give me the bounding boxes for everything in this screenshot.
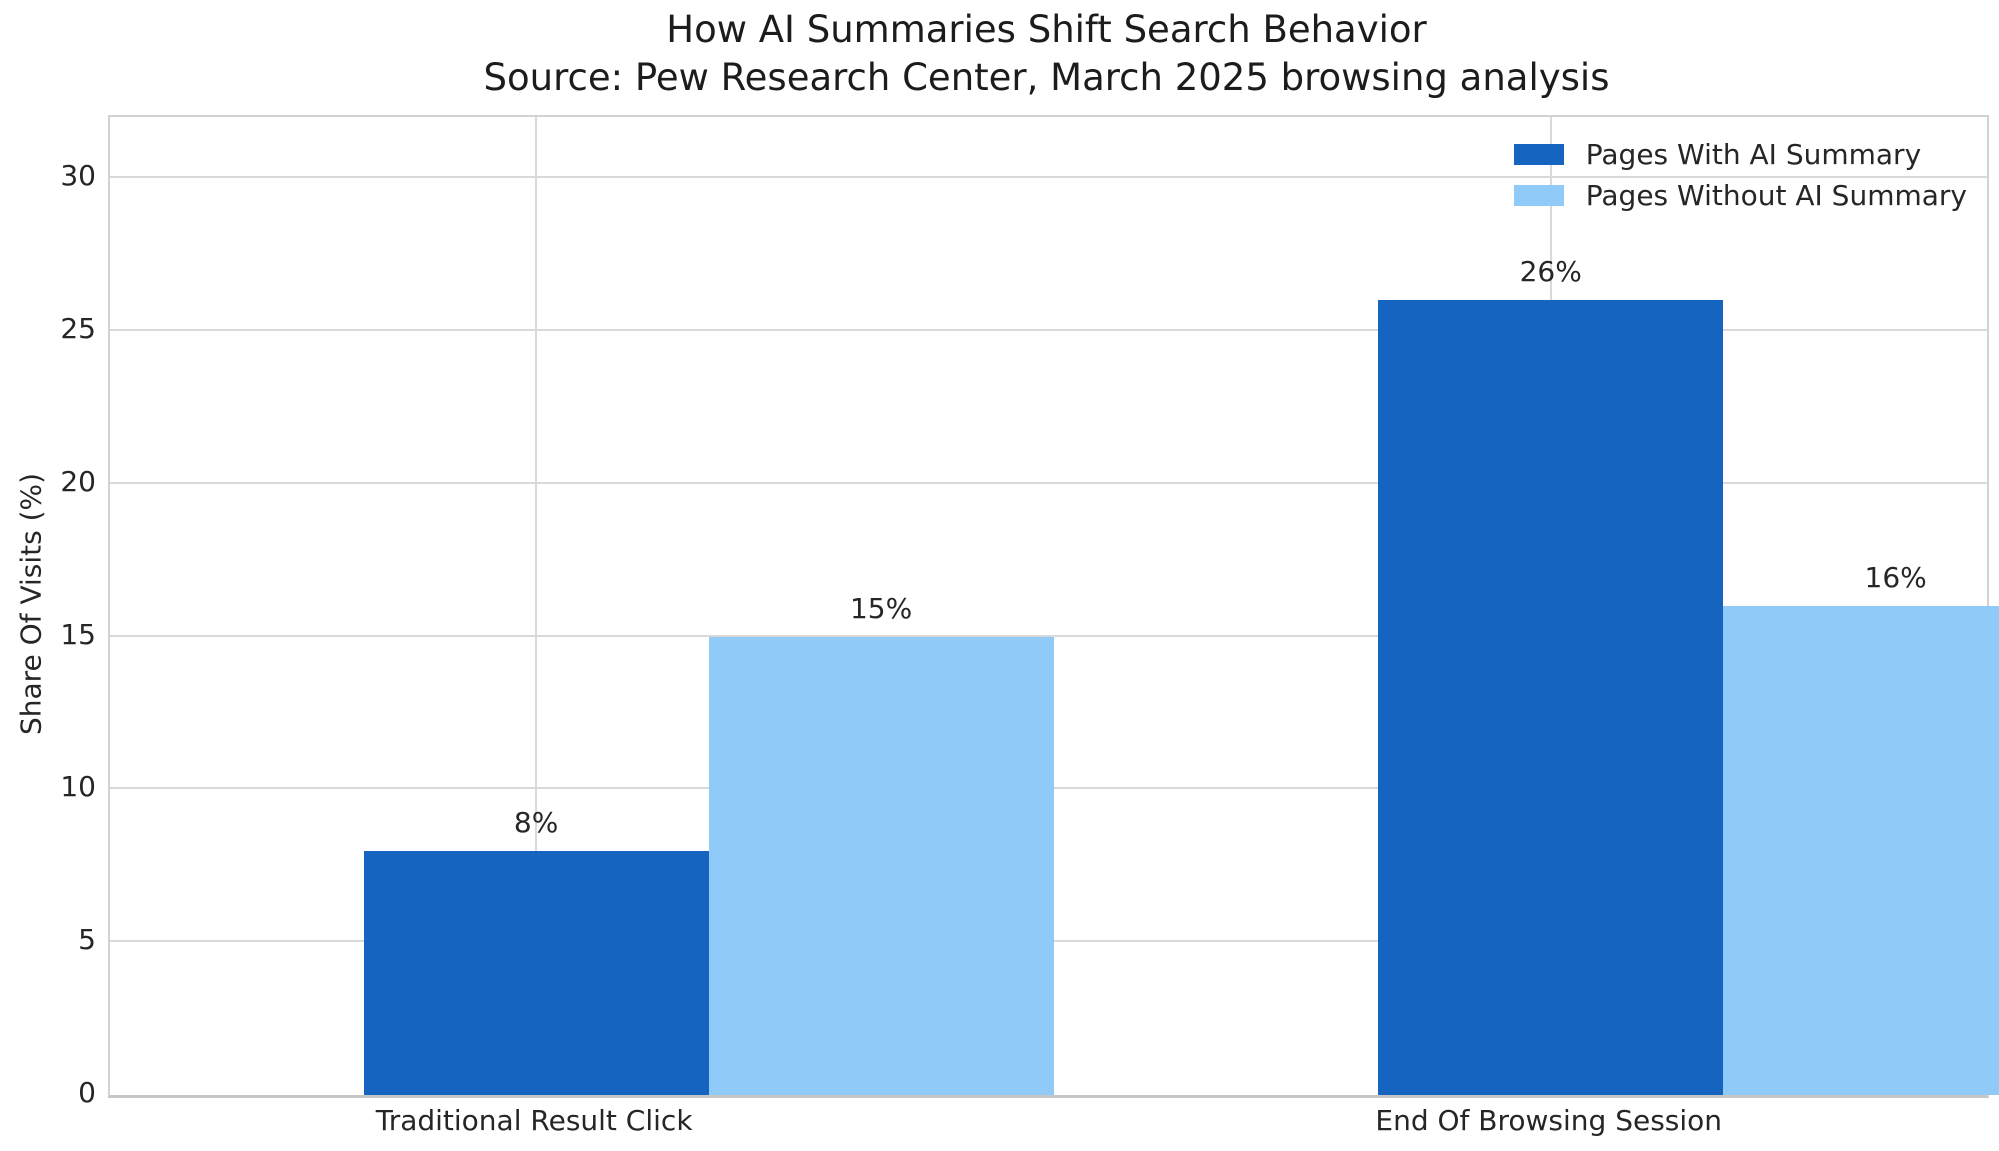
y-tick-label: 5 — [78, 923, 96, 957]
legend: Pages With AI Summary Pages Without AI S… — [1513, 137, 1967, 212]
legend-label: Pages Without AI Summary — [1585, 178, 1967, 212]
x-category-label: End Of Browsing Session — [1375, 1104, 1723, 1137]
x-category-label: Traditional Result Click — [375, 1104, 693, 1137]
y-tick-label: 25 — [60, 311, 96, 345]
plot-area: Pages With AI Summary Pages Without AI S… — [108, 115, 1999, 1098]
y-gridline — [110, 634, 1987, 637]
x-gridline — [535, 117, 538, 1095]
legend-swatch-without-ai-summary — [1513, 184, 1564, 206]
chart-title: How AI Summaries Shift Search Behavior — [666, 8, 1427, 51]
bar — [1723, 606, 1999, 1095]
bar-value-label: 16% — [1864, 561, 1927, 594]
chart-title-block: How AI Summaries Shift Search Behavior S… — [108, 6, 1985, 102]
legend-label: Pages With AI Summary — [1585, 137, 1922, 171]
chart-subtitle: Source: Pew Research Center, March 2025 … — [483, 56, 1610, 99]
bar-value-label: 26% — [1519, 255, 1582, 289]
bar-value-label: 8% — [513, 805, 559, 839]
y-tick-label: 15 — [60, 617, 96, 651]
bar-value-label: 15% — [849, 591, 913, 625]
y-gridline — [110, 328, 1987, 331]
legend-row: Pages With AI Summary — [1513, 137, 1967, 171]
bar — [1378, 300, 1724, 1095]
legend-row: Pages Without AI Summary — [1513, 178, 1967, 212]
bar — [708, 636, 1054, 1095]
y-axis-label: Share Of Visits (%) — [14, 472, 48, 736]
bar — [363, 850, 709, 1095]
y-gridline — [110, 176, 1987, 179]
legend-swatch-with-ai-summary — [1513, 143, 1564, 165]
y-tick-label: 10 — [60, 770, 96, 804]
y-tick-label: 30 — [60, 159, 96, 193]
y-tick-label: 0 — [78, 1076, 96, 1109]
y-tick-label: 20 — [60, 464, 96, 498]
y-gridline — [110, 481, 1987, 484]
